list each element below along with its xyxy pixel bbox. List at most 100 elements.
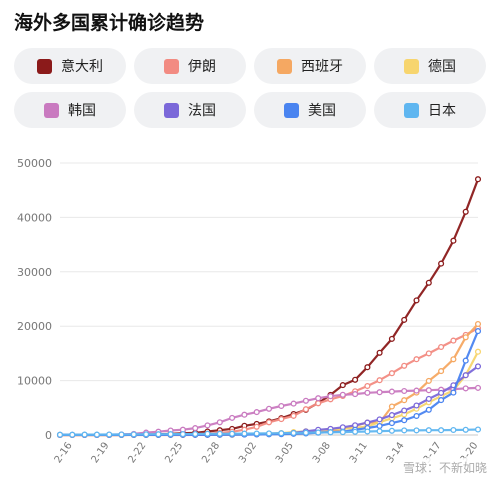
data-point — [278, 402, 285, 410]
data-point — [364, 382, 371, 390]
data-point — [327, 393, 334, 400]
legend-label: 意大利 — [61, 59, 103, 75]
y-tick-label: 40000 — [17, 211, 52, 224]
data-point — [290, 400, 297, 407]
data-point — [438, 427, 445, 434]
data-point — [192, 430, 199, 438]
data-point — [401, 387, 408, 395]
data-point — [352, 428, 359, 435]
data-point — [130, 431, 137, 438]
data-point — [401, 397, 408, 404]
data-point — [290, 429, 297, 437]
data-point — [315, 429, 322, 436]
series-2 — [56, 325, 482, 439]
y-tick-label: 30000 — [17, 266, 52, 279]
data-point — [179, 431, 186, 438]
data-point — [339, 391, 346, 398]
data-point — [425, 427, 432, 434]
data-point — [388, 335, 395, 342]
data-point — [413, 387, 420, 394]
legend-swatch — [284, 102, 299, 118]
data-point — [438, 343, 445, 351]
data-point — [474, 328, 482, 335]
data-point — [315, 395, 322, 402]
data-point — [339, 382, 346, 389]
data-point — [438, 260, 445, 267]
data-point — [450, 237, 457, 244]
data-point — [376, 377, 383, 384]
data-point — [364, 428, 371, 435]
data-point — [401, 316, 408, 323]
data-point — [339, 429, 346, 436]
legend-item[interactable]: 美国 — [254, 92, 366, 128]
legend-item[interactable]: 伊朗 — [134, 48, 246, 84]
data-point — [93, 431, 100, 438]
data-point — [265, 419, 273, 426]
y-tick-label: 20000 — [17, 320, 52, 333]
data-point — [302, 406, 309, 413]
x-tick-label: 3-02 — [237, 440, 259, 465]
chart-title: 海外多国累计确诊趋势 — [14, 12, 205, 34]
data-point — [376, 416, 383, 423]
data-point — [265, 430, 273, 437]
data-point — [425, 350, 432, 357]
y-tick-label: 50000 — [17, 157, 52, 170]
legend-item[interactable]: 法国 — [134, 92, 246, 128]
data-point — [401, 407, 408, 414]
data-point — [204, 430, 211, 437]
data-point — [462, 372, 469, 379]
data-point — [278, 430, 285, 437]
data-point — [302, 429, 309, 436]
legend-label: 西班牙 — [301, 59, 343, 75]
data-point — [462, 357, 469, 364]
data-point — [352, 391, 359, 398]
x-tick-label: 3-08 — [311, 440, 333, 465]
data-point — [425, 279, 432, 286]
legend-swatch — [404, 102, 419, 118]
data-point — [216, 419, 223, 426]
data-point — [118, 431, 125, 438]
data-point — [229, 430, 236, 437]
legend-item[interactable]: 韩国 — [14, 92, 126, 128]
data-point — [216, 430, 223, 437]
data-point — [253, 409, 260, 416]
legend-swatch — [164, 102, 179, 118]
series-8 — [56, 426, 482, 438]
data-point — [388, 370, 395, 377]
data-point — [241, 430, 248, 437]
legend-label: 法国 — [188, 103, 216, 119]
legend-item[interactable]: 德国 — [374, 48, 486, 84]
data-point — [278, 416, 285, 423]
series-6 — [56, 363, 482, 438]
data-point — [376, 389, 383, 396]
data-point — [413, 356, 420, 363]
legend-item[interactable]: 西班牙 — [254, 48, 366, 84]
data-point — [462, 208, 469, 215]
data-point — [425, 377, 432, 384]
data-point — [462, 426, 469, 433]
data-point — [253, 423, 260, 430]
data-point — [474, 363, 482, 370]
y-tick-label: 0 — [45, 429, 52, 442]
data-point — [388, 412, 395, 419]
data-point — [438, 397, 445, 404]
data-point — [364, 364, 371, 371]
data-point — [327, 429, 334, 436]
x-tick-label: 2-22 — [126, 440, 148, 465]
data-point — [81, 431, 88, 438]
watermark: 雪球：不新如晓 — [399, 458, 490, 477]
data-point — [474, 348, 482, 355]
data-point — [438, 368, 445, 375]
data-point — [69, 431, 76, 438]
data-point — [155, 431, 162, 438]
data-point — [229, 414, 236, 421]
data-point — [425, 406, 432, 413]
legend-item[interactable]: 日本 — [374, 92, 486, 128]
data-point — [253, 430, 260, 437]
data-point — [388, 427, 395, 434]
legend-item[interactable]: 意大利 — [14, 48, 126, 84]
data-point — [376, 428, 383, 435]
data-point — [462, 385, 469, 392]
x-tick-label: 2-28 — [200, 440, 222, 465]
legend-swatch — [404, 58, 419, 74]
